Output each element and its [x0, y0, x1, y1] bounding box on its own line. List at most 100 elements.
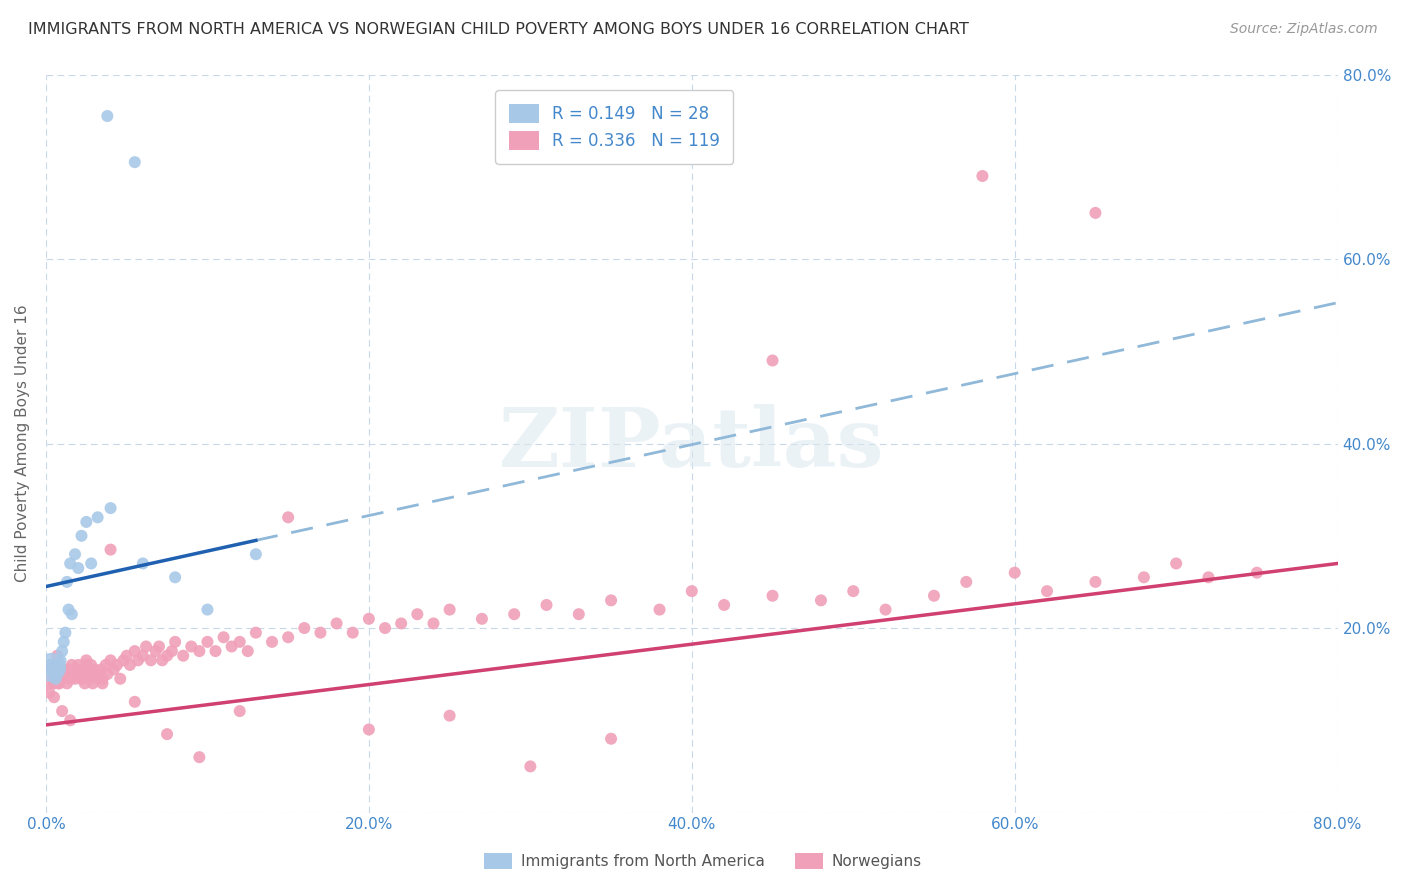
- Point: [139, 653, 162, 667]
- Point: [160, 644, 183, 658]
- Point: [1084, 574, 1107, 589]
- Point: [49, 653, 72, 667]
- Point: [165, 635, 187, 649]
- Point: [75, 653, 97, 667]
- Point: [52, 635, 75, 649]
- Point: [62, 667, 84, 681]
- Point: [135, 640, 157, 654]
- Point: [309, 625, 332, 640]
- Point: [80, 657, 103, 672]
- Point: [86, 667, 108, 681]
- Point: [48, 676, 70, 690]
- Point: [221, 640, 243, 654]
- Point: [69, 667, 91, 681]
- Point: [39, 660, 62, 674]
- Legend: R = 0.149   N = 28, R = 0.336   N = 119: R = 0.149 N = 28, R = 0.336 N = 119: [495, 90, 734, 164]
- Point: [124, 644, 146, 658]
- Point: [45, 672, 67, 686]
- Point: [1166, 557, 1188, 571]
- Point: [212, 630, 235, 644]
- Point: [59, 713, 82, 727]
- Text: Source: ZipAtlas.com: Source: ZipAtlas.com: [1230, 22, 1378, 37]
- Point: [56, 676, 79, 690]
- Point: [422, 616, 444, 631]
- Point: [51, 704, 73, 718]
- Point: [56, 574, 79, 589]
- Point: [48, 663, 70, 677]
- Point: [52, 663, 75, 677]
- Point: [51, 672, 73, 686]
- Point: [150, 653, 173, 667]
- Point: [648, 602, 671, 616]
- Point: [46, 657, 69, 672]
- Point: [58, 663, 80, 677]
- Point: [75, 657, 97, 672]
- Point: [73, 676, 96, 690]
- Text: ZIPatlas: ZIPatlas: [499, 403, 884, 483]
- Point: [536, 598, 558, 612]
- Point: [197, 602, 219, 616]
- Point: [124, 695, 146, 709]
- Point: [875, 602, 897, 616]
- Point: [277, 510, 299, 524]
- Point: [67, 657, 90, 672]
- Point: [46, 648, 69, 663]
- Point: [38, 657, 60, 672]
- Point: [90, 663, 112, 677]
- Point: [49, 663, 72, 677]
- Point: [42, 676, 65, 690]
- Point: [39, 676, 62, 690]
- Point: [124, 155, 146, 169]
- Point: [59, 557, 82, 571]
- Point: [568, 607, 591, 622]
- Point: [38, 663, 60, 677]
- Point: [75, 515, 97, 529]
- Point: [260, 635, 283, 649]
- Point: [228, 635, 250, 649]
- Y-axis label: Child Poverty Among Boys Under 16: Child Poverty Among Boys Under 16: [15, 305, 30, 582]
- Point: [519, 759, 541, 773]
- Point: [42, 667, 65, 681]
- Point: [127, 653, 149, 667]
- Point: [115, 648, 138, 663]
- Point: [810, 593, 832, 607]
- Point: [53, 625, 76, 640]
- Point: [96, 109, 118, 123]
- Point: [132, 648, 155, 663]
- Point: [842, 584, 865, 599]
- Point: [374, 621, 396, 635]
- Point: [471, 612, 494, 626]
- Point: [46, 667, 69, 681]
- Point: [1084, 206, 1107, 220]
- Point: [204, 644, 226, 658]
- Point: [292, 621, 315, 635]
- Point: [165, 570, 187, 584]
- Point: [86, 510, 108, 524]
- Legend: Immigrants from North America, Norwegians: Immigrants from North America, Norwegian…: [478, 847, 928, 875]
- Point: [60, 657, 83, 672]
- Point: [66, 663, 89, 677]
- Point: [1133, 570, 1156, 584]
- Point: [53, 667, 76, 681]
- Point: [145, 644, 167, 658]
- Point: [681, 584, 703, 599]
- Point: [42, 690, 65, 705]
- Point: [39, 667, 62, 681]
- Point: [105, 657, 128, 672]
- Point: [58, 602, 80, 616]
- Point: [972, 169, 994, 183]
- Point: [197, 635, 219, 649]
- Point: [72, 663, 94, 677]
- Point: [439, 708, 461, 723]
- Point: [77, 667, 100, 681]
- Point: [41, 663, 63, 677]
- Point: [67, 561, 90, 575]
- Point: [80, 557, 103, 571]
- Point: [503, 607, 526, 622]
- Point: [110, 672, 132, 686]
- Point: [70, 672, 93, 686]
- Point: [713, 598, 735, 612]
- Point: [45, 672, 67, 686]
- Point: [228, 704, 250, 718]
- Point: [96, 667, 118, 681]
